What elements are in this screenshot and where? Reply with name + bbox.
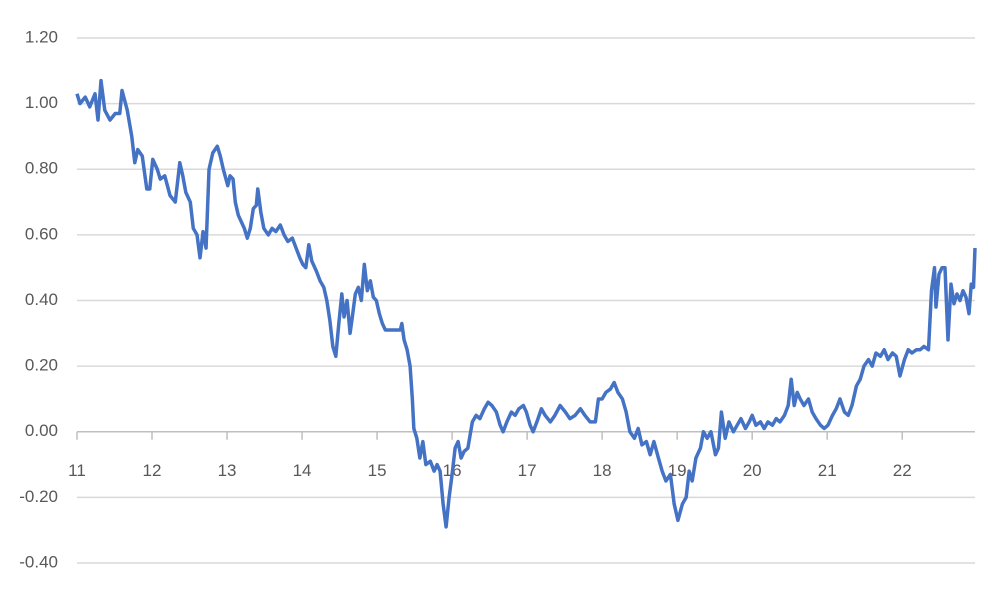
y-tick-label: 0.00 <box>25 421 58 440</box>
y-tick-label: 1.20 <box>25 27 58 46</box>
x-tick-label: 11 <box>68 461 86 480</box>
x-tick-label: 20 <box>743 461 762 480</box>
y-tick-label: -0.40 <box>19 552 58 571</box>
x-tick-label: 17 <box>518 461 537 480</box>
y-tick-label: 0.20 <box>25 356 58 375</box>
x-tick-label: 18 <box>593 461 612 480</box>
y-tick-label: 0.40 <box>25 290 58 309</box>
x-tick-label: 15 <box>368 461 387 480</box>
y-tick-label: 1.00 <box>25 93 58 112</box>
x-tick-label: 22 <box>893 461 912 480</box>
x-tick-label: 21 <box>818 461 837 480</box>
y-tick-label: 0.80 <box>25 159 58 178</box>
y-tick-label: 0.60 <box>25 224 58 243</box>
x-tick-label: 12 <box>143 461 162 480</box>
x-tick-label: 13 <box>218 461 237 480</box>
x-tick-label: 19 <box>668 461 687 480</box>
y-tick-label: -0.20 <box>19 487 58 506</box>
x-tick-label: 14 <box>293 461 312 480</box>
data-line <box>75 78 977 529</box>
